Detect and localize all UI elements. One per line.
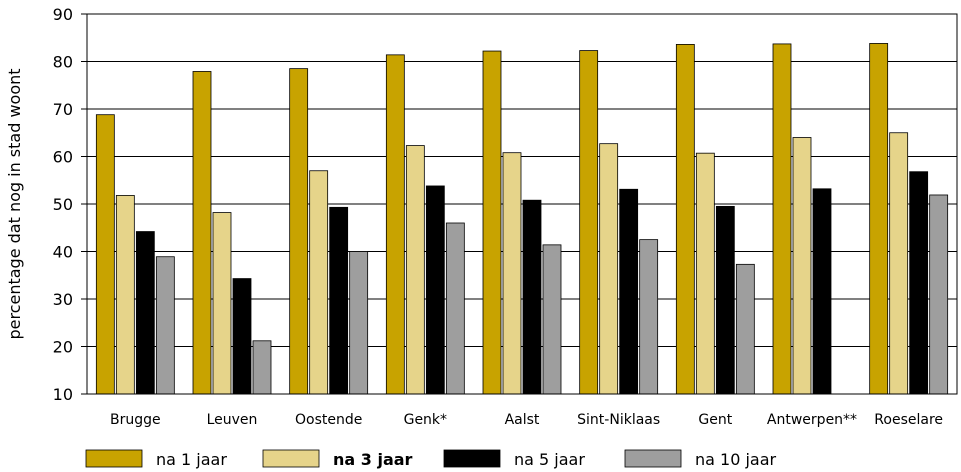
bar <box>135 231 155 395</box>
bar <box>349 251 369 395</box>
bar <box>405 145 425 395</box>
bar <box>212 212 232 395</box>
bar <box>735 263 755 395</box>
bar <box>812 188 832 395</box>
bar <box>502 152 522 395</box>
bar <box>329 206 349 395</box>
legend-label: na 10 jaar <box>695 450 777 469</box>
y-tick-label: 30 <box>53 290 73 309</box>
bar <box>445 222 465 395</box>
bar <box>252 340 272 395</box>
bar <box>929 194 949 395</box>
bar <box>619 188 639 395</box>
y-axis-ticks: 10 20 30 40 50 60 70 80 90 <box>53 5 87 404</box>
bar <box>482 50 502 395</box>
legend-label: na 5 jaar <box>514 450 585 469</box>
bar <box>772 43 792 395</box>
gridlines <box>87 61 957 347</box>
legend-swatch <box>85 449 143 468</box>
bar <box>715 205 735 395</box>
bar <box>385 54 405 395</box>
x-category-label: Leuven <box>207 412 258 428</box>
bar <box>695 152 715 395</box>
y-tick-label: 80 <box>53 53 73 72</box>
legend-swatch <box>624 449 682 468</box>
legend-label: na 3 jaar <box>333 450 413 469</box>
bar <box>289 68 309 395</box>
bar <box>425 185 445 395</box>
bar <box>599 143 619 395</box>
y-tick-label: 50 <box>53 195 73 214</box>
y-axis-title: percentage dat nog in stad woont <box>5 68 24 339</box>
x-category-label: Aalst <box>505 412 540 428</box>
bar <box>309 170 329 395</box>
bar <box>232 278 252 395</box>
x-category-label: Oostende <box>295 412 362 428</box>
y-tick-label: 40 <box>53 243 73 262</box>
bar <box>522 199 542 395</box>
legend-label: na 1 jaar <box>156 450 227 469</box>
bar <box>115 195 135 395</box>
x-category-label: Antwerpen** <box>767 412 857 428</box>
bar <box>579 50 599 395</box>
bars <box>95 43 949 395</box>
bar <box>909 171 929 395</box>
x-axis-category-labels: Brugge Leuven Oostende Genk* Aalst Sint-Nikla… <box>110 412 943 428</box>
y-tick-label: 70 <box>53 100 73 119</box>
bar <box>155 256 175 395</box>
y-tick-label: 20 <box>53 338 73 357</box>
y-tick-label: 90 <box>53 5 73 24</box>
bar <box>95 114 115 395</box>
bar <box>869 43 889 395</box>
x-category-label: Genk* <box>404 412 447 428</box>
plot-area-frame <box>86 13 958 395</box>
legend-swatch <box>443 449 501 468</box>
y-tick-label: 60 <box>53 148 73 167</box>
bar <box>639 239 659 395</box>
bar <box>889 132 909 395</box>
legend: na 1 jaar na 3 jaar na 5 jaar na 10 jaar <box>85 449 777 469</box>
y-tick-label: 10 <box>53 385 73 404</box>
x-category-label: Brugge <box>110 412 161 428</box>
bar <box>192 71 212 395</box>
x-category-label: Roeselare <box>874 412 943 428</box>
bar <box>792 137 812 395</box>
x-category-label: Sint-Niklaas <box>577 412 660 428</box>
bar <box>675 44 695 395</box>
legend-swatch <box>262 449 320 468</box>
bar <box>542 244 562 395</box>
x-category-label: Gent <box>698 412 732 428</box>
